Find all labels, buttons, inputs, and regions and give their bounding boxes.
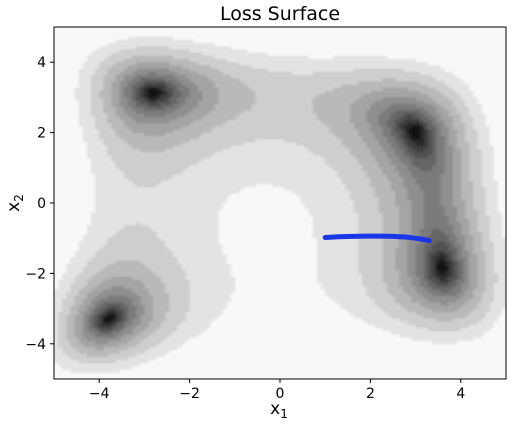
x-axis-label-base: x	[270, 399, 280, 419]
x-axis-ticks: −4 −2 0 2 4	[89, 379, 465, 402]
y-tick-label: 4	[37, 55, 46, 71]
trajectory-line-0	[322, 233, 432, 244]
y-tick-label: 2	[37, 126, 46, 142]
x-axis-label-subscript: 1	[280, 407, 288, 421]
contour-image	[54, 27, 506, 379]
y-axis-label: x2	[4, 194, 26, 212]
y-tick-label: −4	[25, 337, 46, 353]
x-tick-label: 0	[276, 386, 285, 402]
x-tick-label: −2	[179, 386, 200, 402]
chart-title: Loss Surface	[220, 3, 340, 25]
y-tick-label: −2	[25, 266, 46, 282]
x-axis-label: x1	[270, 399, 288, 421]
x-tick-label: 2	[366, 386, 375, 402]
y-axis-label-subscript: 2	[12, 194, 26, 202]
series-layer	[322, 233, 432, 244]
y-axis-label-base: x	[4, 202, 24, 212]
y-tick-label: 0	[37, 196, 46, 212]
plot-area	[54, 27, 506, 379]
y-axis-ticks: −4 −2 0 2 4	[25, 55, 54, 353]
x-tick-label: 4	[456, 386, 465, 402]
contour-fill	[54, 27, 506, 379]
x-tick-label: −4	[89, 386, 110, 402]
